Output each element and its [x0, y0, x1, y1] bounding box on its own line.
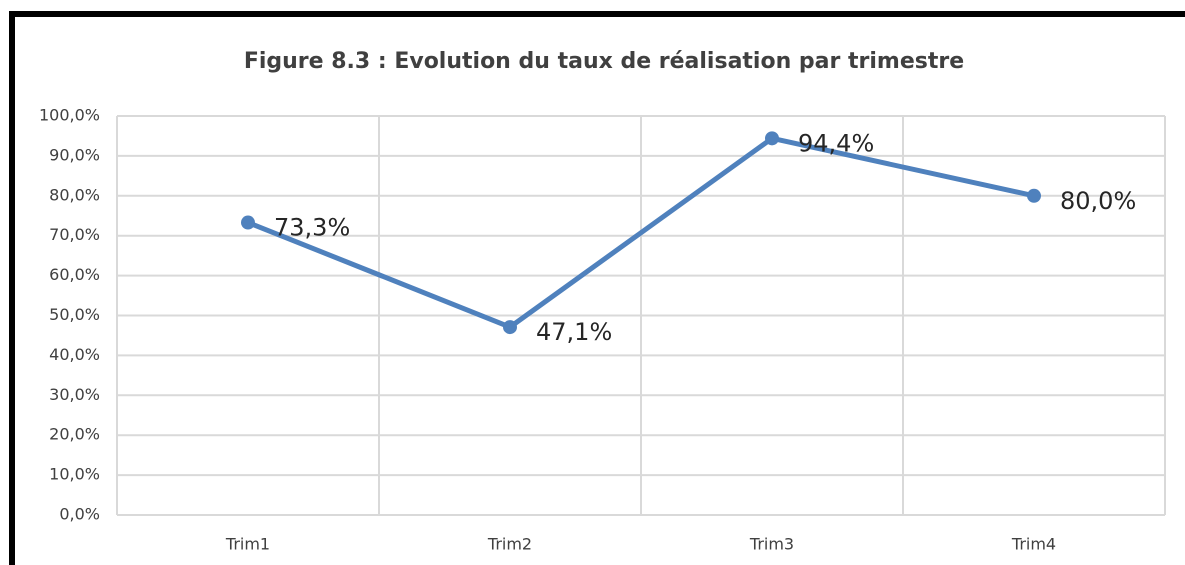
y-tick-label: 80,0%: [49, 185, 100, 204]
y-tick-label: 100,0%: [39, 106, 100, 125]
point-marker: [241, 215, 255, 230]
x-tick-label: Trim3: [749, 535, 794, 554]
series-line: [247, 135, 1035, 330]
point-marker: [503, 320, 517, 335]
data-label: 47,1%: [536, 318, 612, 346]
y-tick-label: 40,0%: [49, 345, 100, 364]
point-marker: [1027, 188, 1041, 203]
data-label: 73,3%: [274, 214, 350, 242]
x-tick-label: Trim2: [487, 535, 532, 554]
y-tick-label: 70,0%: [49, 225, 100, 244]
y-tick-label: 50,0%: [49, 305, 100, 324]
data-label: 94,4%: [798, 129, 874, 157]
y-tick-label: 0,0%: [59, 505, 100, 524]
data-label: 80,0%: [1060, 187, 1136, 215]
x-tick-label: Trim1: [225, 535, 270, 554]
y-tick-label: 10,0%: [49, 465, 100, 484]
y-tick-label: 90,0%: [49, 145, 100, 164]
y-tick-label: 30,0%: [49, 385, 100, 404]
y-tick-label: 60,0%: [49, 265, 100, 284]
y-tick-label: 20,0%: [49, 425, 100, 444]
x-tick-label: Trim4: [1011, 535, 1056, 554]
chart-title: Figure 8.3 : Evolution du taux de réalis…: [244, 49, 964, 74]
point-marker: [765, 131, 779, 146]
